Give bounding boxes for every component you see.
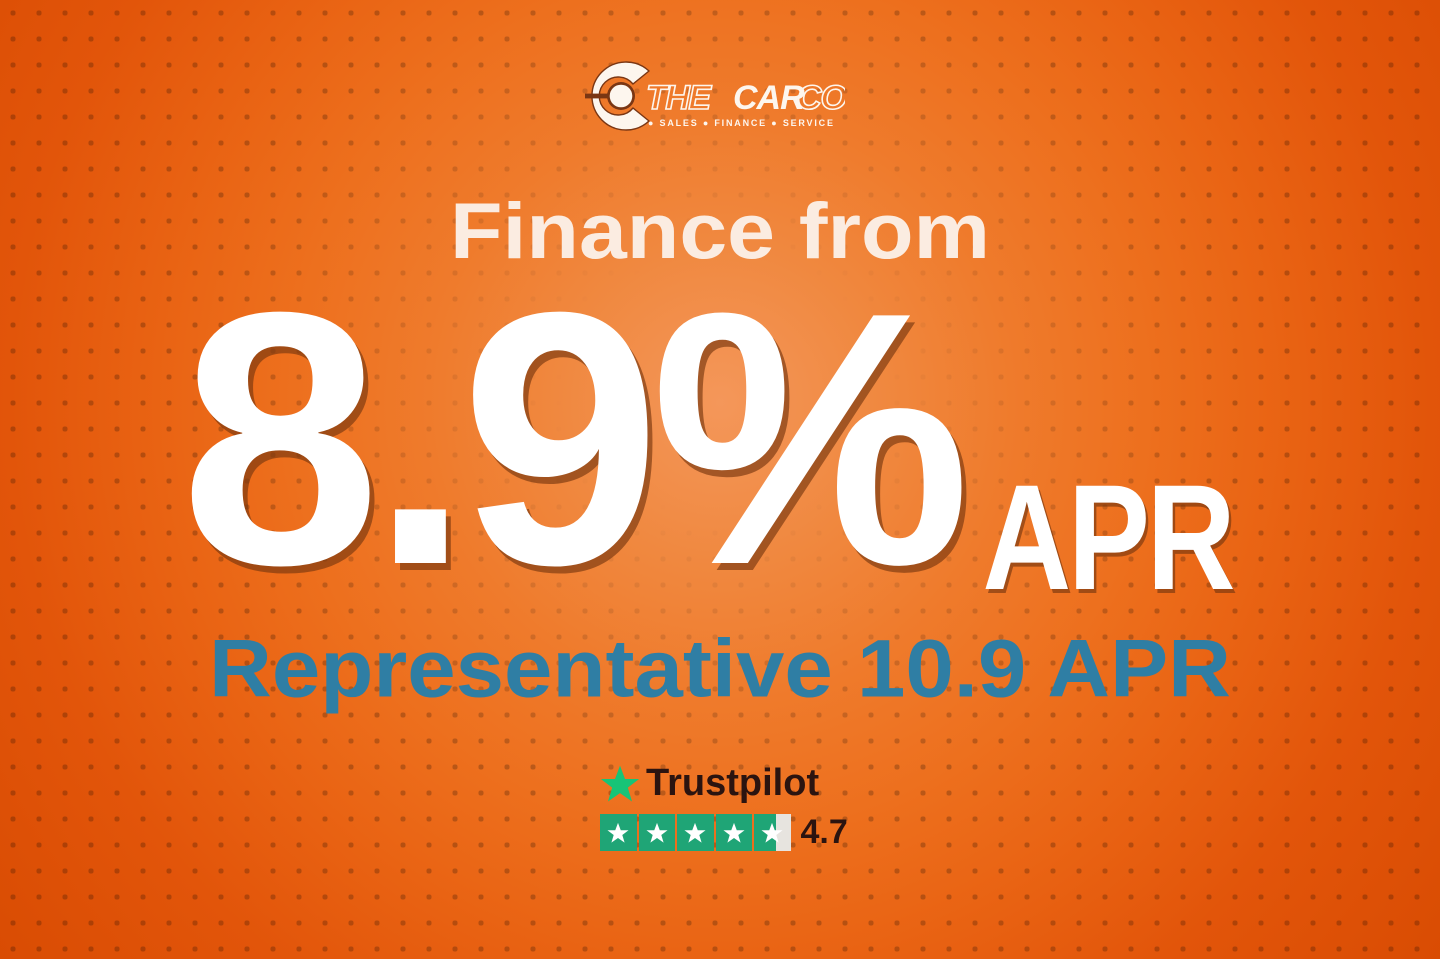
svg-text:● SALES ● FINANCE ● SERVICE: ● SALES ● FINANCE ● SERVICE: [648, 118, 835, 128]
svg-text:CAR: CAR: [733, 79, 805, 117]
svg-text:CO: CO: [797, 79, 845, 117]
svg-text:THE: THE: [646, 79, 712, 117]
